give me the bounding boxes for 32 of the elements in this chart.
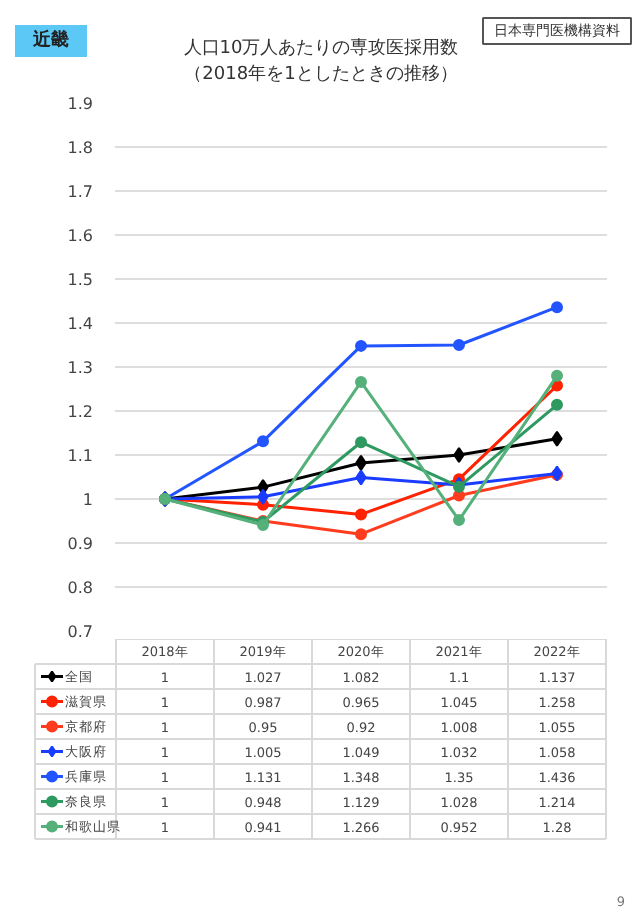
chart-subtitle: （2018年を1としたときの推移） (184, 63, 458, 85)
point (355, 528, 367, 541)
point (355, 339, 367, 352)
y-tick-label: 1.5 (67, 271, 94, 289)
point (355, 454, 367, 471)
point (355, 375, 367, 388)
point (551, 398, 563, 411)
text: 近畿 (31, 29, 69, 51)
point (453, 514, 465, 527)
y-tick-label: 1.7 (67, 183, 94, 201)
y-tick-label: 0.8 (67, 579, 94, 597)
point (257, 435, 269, 448)
point (453, 339, 465, 351)
point (453, 447, 465, 463)
y-tick-label: 0.9 (67, 535, 94, 553)
point (551, 430, 563, 447)
y-tick-label: 1 (82, 491, 94, 509)
y-tick-label: 0.7 (67, 623, 94, 641)
point (257, 488, 269, 505)
y-tick-label: 1.8 (67, 139, 94, 157)
y-tick-label: 1.1 (67, 447, 94, 465)
point (551, 369, 563, 382)
point (355, 508, 367, 521)
y-tick-label: 1.2 (67, 403, 94, 421)
y-tick-label: 1.6 (67, 227, 94, 245)
chart-title: 人口10万人あたりの専攻医採用数 (183, 37, 459, 59)
y-tick-label: 1.4 (67, 315, 94, 333)
point (355, 469, 367, 486)
y-tick-label: 1.9 (67, 95, 94, 113)
y-tick-label: 1.3 (67, 359, 94, 377)
point (551, 301, 563, 314)
point (355, 436, 367, 449)
